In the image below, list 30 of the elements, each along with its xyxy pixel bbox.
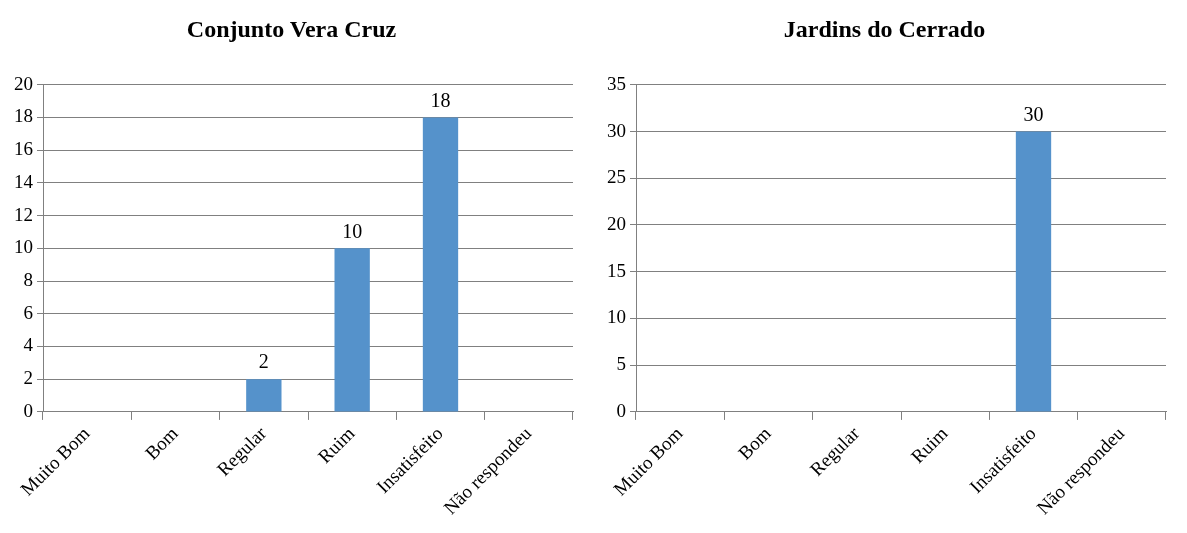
data-label: 10 xyxy=(342,219,363,242)
y-tick-label: 2 xyxy=(23,367,33,389)
y-tick-label: 10 xyxy=(14,236,33,258)
y-tick-label: 15 xyxy=(607,259,626,281)
chart-title: Conjunto Vera Cruz xyxy=(186,15,397,42)
y-tick-label: 35 xyxy=(607,72,626,94)
chart-title: Jardins do Cerrado xyxy=(783,15,986,42)
y-tick-label: 14 xyxy=(14,170,34,192)
y-tick-label: 25 xyxy=(607,166,626,188)
y-tick-label: 12 xyxy=(14,203,33,225)
data-label: 30 xyxy=(1023,102,1044,125)
y-tick-label: 5 xyxy=(616,353,626,375)
bar xyxy=(246,379,282,412)
y-tick-label: 20 xyxy=(14,72,33,94)
y-tick-label: 4 xyxy=(23,334,34,356)
y-tick-label: 8 xyxy=(23,269,33,291)
data-label: 2 xyxy=(258,350,269,373)
y-tick-label: 16 xyxy=(14,138,33,160)
bar xyxy=(334,248,370,412)
x-tick-label: Bom xyxy=(140,422,183,464)
y-tick-label: 6 xyxy=(23,301,33,323)
bar xyxy=(422,117,459,412)
y-tick-label: 0 xyxy=(23,399,33,421)
y-tick-label: 30 xyxy=(607,119,626,141)
x-tick-label: Bom xyxy=(733,422,776,464)
data-label: 18 xyxy=(430,88,451,111)
y-tick-label: 20 xyxy=(607,212,626,234)
y-tick-label: 0 xyxy=(616,399,626,421)
y-tick-label: 10 xyxy=(607,306,626,328)
y-tick-label: 18 xyxy=(14,105,33,127)
